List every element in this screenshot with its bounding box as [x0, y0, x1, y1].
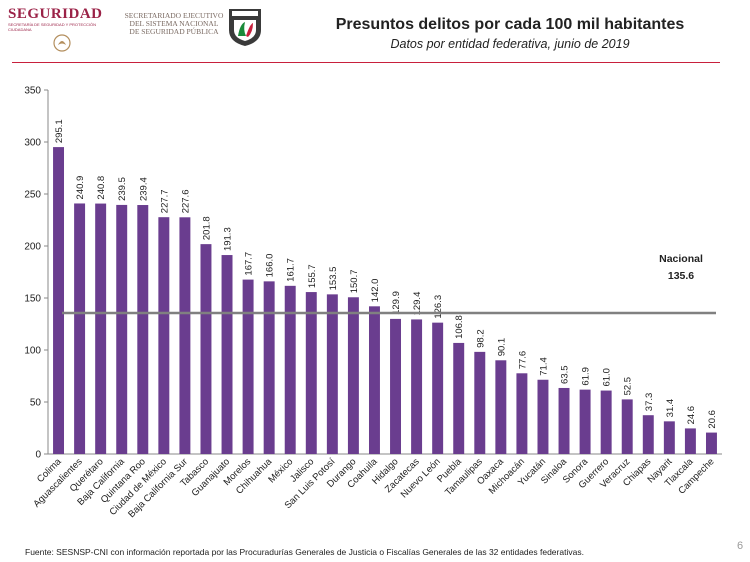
value-label: 240.8 [96, 176, 107, 200]
bar [705, 432, 717, 454]
bar-chart: 0 50 100 150 200 250 300 350 295.1 240.9 240.8 239… [24, 86, 722, 520]
chart-title: Presuntos delitos por cada 100 mil habit… [335, 16, 685, 33]
bar [600, 390, 612, 454]
value-label: 227.6 [180, 190, 191, 214]
value-label: 129.9 [391, 291, 402, 315]
seguridad-logo-subtitle: SECRETARÍA DE SEGURIDAD Y PROTECCIÓN CIU… [8, 22, 97, 32]
value-label: 167.7 [244, 252, 255, 276]
value-label: 239.4 [138, 177, 149, 201]
value-label: 166.0 [265, 254, 276, 278]
value-labels: 295.1 240.9 240.8 239.5 239.4 227.7 227.6 201.8… [54, 119, 718, 428]
bar [453, 342, 465, 454]
bar [558, 387, 570, 454]
chart-bars [53, 147, 717, 454]
value-label: 52.5 [623, 377, 634, 396]
header-divider [12, 62, 720, 63]
bar [516, 373, 528, 454]
bar [158, 217, 170, 454]
bar [116, 204, 128, 454]
y-tick-label: 50 [30, 398, 42, 409]
value-label: 155.7 [307, 264, 318, 288]
y-tick-label: 0 [35, 450, 41, 461]
source-note: Fuente: SESNSP-CNI con información repor… [25, 547, 584, 557]
value-label: 191.3 [223, 227, 234, 251]
header: SEGURIDAD SECRETARÍA DE SEGURIDAD Y PROT… [0, 0, 750, 70]
eagle-emblem-icon [53, 34, 71, 52]
bar [579, 389, 591, 454]
bar [474, 351, 486, 454]
value-label: 90.1 [496, 338, 507, 357]
y-tick-label: 200 [24, 242, 41, 253]
bar [621, 399, 633, 454]
bar [221, 255, 233, 454]
value-label: 61.9 [581, 367, 592, 386]
value-label: 153.5 [328, 267, 339, 291]
bar [642, 415, 654, 454]
national-label: Nacional [659, 253, 703, 265]
bar [684, 428, 696, 454]
bar [74, 203, 86, 454]
bar [263, 281, 275, 454]
bar [305, 292, 317, 454]
value-label: 295.1 [54, 119, 65, 143]
value-label: 201.8 [201, 216, 212, 240]
y-tick-label: 300 [24, 138, 41, 149]
seguridad-logo: SEGURIDAD [8, 6, 103, 22]
value-label: 161.7 [286, 258, 297, 282]
value-label: 24.6 [686, 406, 697, 425]
value-label: 150.7 [349, 269, 360, 293]
value-label: 98.2 [475, 329, 486, 348]
agency-name: SECRETARIADO EJECUTIVO DEL SISTEMA NACIO… [124, 11, 224, 36]
value-label: 239.5 [117, 177, 128, 201]
bar [53, 147, 65, 454]
value-label: 240.9 [75, 176, 86, 200]
y-tick-label: 250 [24, 190, 41, 201]
shield-logo-icon [229, 9, 261, 46]
bar [137, 205, 149, 454]
bar [368, 306, 380, 454]
bar [347, 297, 359, 454]
value-label: 37.3 [644, 393, 655, 412]
bar [537, 379, 549, 454]
value-label: 126.3 [433, 295, 444, 319]
value-label: 61.0 [602, 368, 613, 387]
bar [284, 285, 296, 454]
value-label: 227.7 [159, 189, 170, 213]
bar [326, 294, 338, 454]
value-label: 106.8 [454, 315, 465, 339]
value-label: 142.0 [370, 279, 381, 303]
value-label: 20.6 [707, 410, 718, 429]
value-label: 63.5 [560, 365, 571, 384]
page-number: 6 [737, 540, 744, 552]
value-label: 71.4 [538, 357, 549, 376]
y-tick-label: 100 [24, 346, 41, 357]
y-tick-label: 350 [24, 86, 41, 97]
national-value: 135.6 [668, 270, 694, 282]
bar [663, 421, 675, 454]
bar [411, 319, 423, 454]
national-reference: Nacional 135.6 [62, 253, 716, 315]
chart-subtitle: Datos por entidad federativa, junio de 2… [390, 37, 630, 51]
bar [432, 322, 444, 454]
bar [200, 244, 212, 454]
bar [495, 360, 507, 454]
bar [95, 203, 107, 454]
bar [242, 279, 254, 454]
bar [179, 217, 191, 454]
value-label: 77.6 [517, 351, 528, 370]
value-label: 31.4 [665, 399, 676, 418]
y-tick-label: 150 [24, 294, 41, 305]
value-label: 129.4 [412, 292, 423, 316]
bar [390, 318, 402, 454]
